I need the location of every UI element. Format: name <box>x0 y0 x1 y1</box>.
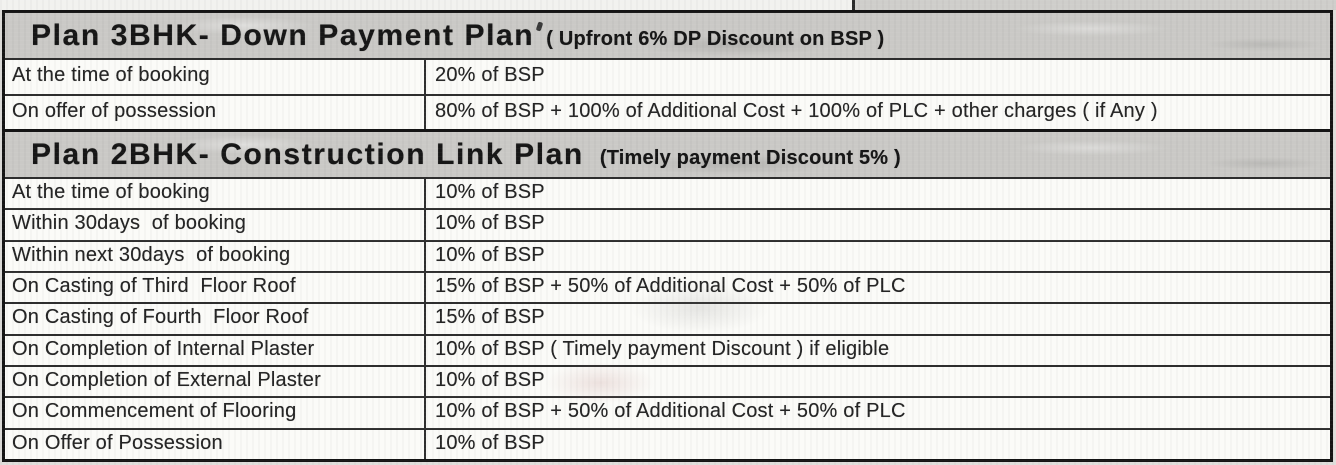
payment-cell: 15% of BSP <box>435 306 545 329</box>
milestone-cell: At the time of booking <box>5 60 426 94</box>
milestone-cell: At the time of booking <box>5 179 426 209</box>
plan-2bhk-discount-note: (Timely payment Discount 5% ) <box>599 146 901 169</box>
table-row: On Offer of Possession 10% of BSP <box>5 427 1330 459</box>
table-row: At the time of booking 20% of BSP <box>5 60 1330 94</box>
table-row: On offer of possession 80% of BSP + 100% … <box>5 93 1330 129</box>
plan-table-2bhk: Plan 2BHK- Construction Link Plan (Timel… <box>5 132 1330 459</box>
payment-cell: 15% of BSP + 50% of Additional Cost + 50… <box>435 275 906 298</box>
payment-plan-document: Plan 3BHK- Down Payment Plan ( Upfront 6… <box>2 10 1333 462</box>
previous-row-remnant <box>0 0 1336 10</box>
payment-cell: 10% of BSP + 50% of Additional Cost + 50… <box>435 400 906 423</box>
milestone-cell: Within next 30days of booking <box>5 241 426 271</box>
payment-cell: 10% of BSP <box>435 212 545 235</box>
table-row: On Completion of Internal Plaster 10% of … <box>5 333 1330 365</box>
payment-cell: 10% of BSP <box>435 369 545 392</box>
milestone-cell: On Casting of Third Floor Roof <box>5 272 426 303</box>
milestone-cell: On Casting of Fourth Floor Roof <box>5 304 426 334</box>
remnant-cell-divider <box>852 0 855 10</box>
table-row: On Casting of Fourth Floor Roof 15% of BS… <box>5 302 1330 334</box>
plan-3bhk-title: Plan 3BHK- Down Payment Plan <box>31 18 535 52</box>
table-row: Within next 30days of booking 10% of BSP <box>5 239 1330 271</box>
milestone-cell: On offer of possession <box>5 95 426 129</box>
plan-3bhk-discount-note: ( Upfront 6% DP Discount on BSP ) <box>546 27 885 50</box>
plan-3bhk-header: Plan 3BHK- Down Payment Plan ( Upfront 6… <box>5 13 1330 60</box>
payment-cell: 10% of BSP <box>435 243 545 266</box>
table-row: On Commencement of Flooring 10% of BSP + … <box>5 396 1330 428</box>
payment-cell: 10% of BSP <box>435 181 545 204</box>
payment-cell: 80% of BSP + 100% of Additional Cost + 1… <box>435 99 1158 122</box>
table-row: On Casting of Third Floor Roof 15% of BSP… <box>5 270 1330 303</box>
scan-artifact-mark <box>535 21 544 32</box>
milestone-cell: On Completion of External Plaster <box>5 366 426 397</box>
milestone-cell: On Offer of Possession <box>5 429 426 459</box>
milestone-cell: On Completion of Internal Plaster <box>5 335 426 365</box>
table-row: At the time of booking 10% of BSP <box>5 179 1330 209</box>
plan-table-3bhk: Plan 3BHK- Down Payment Plan ( Upfront 6… <box>5 13 1330 132</box>
milestone-cell: Within 30days of booking <box>5 210 426 240</box>
payment-cell: 10% of BSP ( Timely payment Discount ) i… <box>435 337 890 360</box>
table-row: On Completion of External Plaster 10% of … <box>5 364 1330 397</box>
milestone-cell: On Commencement of Flooring <box>5 398 426 428</box>
plan-3bhk-rows: At the time of booking 20% of BSP On offer… <box>5 60 1330 129</box>
plan-2bhk-rows: At the time of booking 10% of BSP Within 3… <box>5 179 1330 459</box>
plan-2bhk-title: Plan 2BHK- Construction Link Plan <box>31 137 584 171</box>
payment-cell: 10% of BSP <box>435 431 545 454</box>
table-row: Within 30days of booking 10% of BSP <box>5 208 1330 240</box>
plan-2bhk-header: Plan 2BHK- Construction Link Plan (Timel… <box>5 132 1330 179</box>
payment-cell: 20% of BSP <box>435 64 545 87</box>
